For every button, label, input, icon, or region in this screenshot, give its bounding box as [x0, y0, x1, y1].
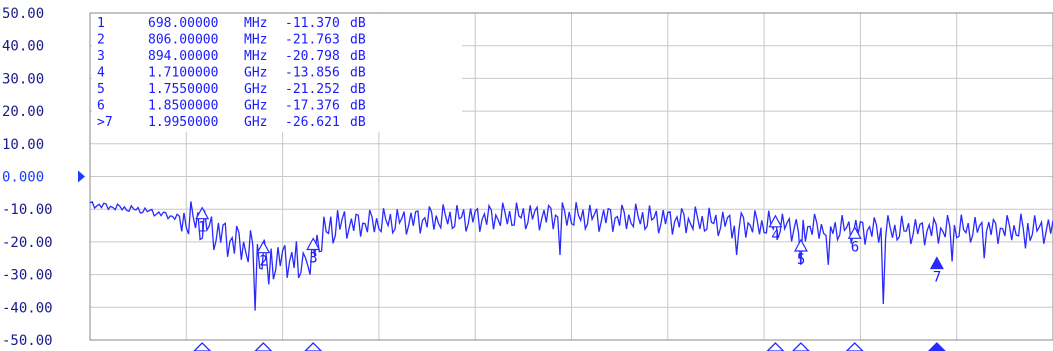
marker-value-unit: dB [350, 66, 366, 81]
marker-value-unit: dB [350, 115, 366, 130]
marker-triangle-icon [793, 238, 808, 252]
marker-id: 5 [97, 82, 105, 97]
marker-number-label: 1 [198, 220, 206, 236]
marker-2-axis-indicator-icon[interactable] [254, 342, 273, 351]
marker-table-row: >7 1.9950000 GHz -26.621 dB [97, 115, 366, 130]
marker-table-row: 6 1.8500000 GHz -17.376 dB [97, 99, 366, 114]
marker-number-label: 5 [797, 252, 805, 268]
marker-frequency-unit: GHz [244, 115, 267, 130]
marker-table-row: 5 1.7550000 GHz -21.252 dB [97, 82, 366, 97]
marker-number-label: 6 [851, 239, 859, 255]
marker-frequency: 806.00000 [148, 33, 218, 48]
y-tick-label: -50.00 [2, 333, 53, 349]
marker-4: 4 [768, 214, 783, 244]
marker-value-unit: dB [350, 49, 366, 64]
marker-id: 6 [97, 99, 105, 114]
y-tick-label: 30.00 [2, 71, 44, 87]
marker-id: 2 [97, 33, 105, 48]
marker-frequency-unit: GHz [244, 66, 267, 81]
marker-6-axis-indicator-icon[interactable] [845, 342, 864, 351]
marker-frequency: 1.9950000 [148, 115, 218, 130]
marker-value: -20.798 [285, 49, 340, 64]
marker-frequency-unit: MHz [244, 49, 267, 64]
marker-7-axis-indicator-icon[interactable] [927, 342, 946, 351]
marker-value-unit: dB [350, 99, 366, 114]
marker-value-unit: dB [350, 82, 366, 97]
marker-value: -13.856 [285, 66, 340, 81]
y-tick-label: -30.00 [2, 268, 53, 284]
y-tick-label-reference: 0.000 [2, 170, 44, 186]
marker-number-label: 2 [259, 254, 267, 270]
marker-frequency: 1.8500000 [148, 99, 218, 114]
marker-readout-table: 1 698.00000 MHz -11.370 dB 2 806.00000 MHz -21.7… [92, 14, 462, 132]
y-tick-label: 10.00 [2, 137, 44, 153]
marker-table-row: 2 806.00000 MHz -21.763 dB [97, 33, 366, 48]
marker-1-axis-indicator-icon[interactable] [193, 342, 212, 351]
marker-triangle-icon [256, 240, 271, 254]
marker-frequency: 1.7100000 [148, 66, 218, 81]
marker-value: -11.370 [285, 16, 340, 31]
marker-table-row: 4 1.7100000 GHz -13.856 dB [97, 66, 366, 81]
y-tick-label: 50.00 [2, 6, 44, 22]
plot-frame [89, 12, 1053, 341]
marker-7: 7 [929, 256, 944, 286]
marker-triangle-icon [306, 237, 321, 251]
marker-id: 3 [97, 49, 105, 64]
reference-level-arrow-icon [78, 170, 85, 183]
marker-3-axis-indicator-icon[interactable] [304, 342, 323, 351]
marker-triangle-icon [929, 256, 944, 270]
marker-value-unit: dB [350, 16, 366, 31]
measurement-trace [89, 201, 1053, 311]
marker-frequency: 698.00000 [148, 16, 218, 31]
marker-value-unit: dB [350, 33, 366, 48]
bottom-marker-indicators[interactable] [193, 342, 946, 351]
marker-triangle-icon [195, 206, 210, 220]
marker-frequency: 894.00000 [148, 49, 218, 64]
marker-1: 1 [195, 206, 210, 236]
marker-id: 1 [97, 16, 105, 31]
marker-id: >7 [97, 115, 113, 130]
marker-value: -21.252 [285, 82, 340, 97]
y-tick-label: 40.00 [2, 39, 44, 55]
marker-table-background [92, 14, 462, 132]
marker-5-axis-indicator-icon[interactable] [792, 342, 810, 351]
marker-3: 3 [306, 237, 321, 267]
y-tick-label: -20.00 [2, 235, 53, 251]
marker-table-row: 3 894.00000 MHz -20.798 dB [97, 49, 366, 64]
y-tick-label: -10.00 [2, 202, 53, 218]
marker-triangle-icon [768, 214, 783, 228]
marker-id: 4 [97, 66, 105, 81]
y-axis-tick-labels: 50.00 40.00 30.00 20.00 10.00 0.000 -10.00 -20.… [2, 6, 53, 349]
y-tick-label: -40.00 [2, 300, 53, 316]
marker-number-label: 7 [933, 270, 941, 286]
marker-triangle-icon [847, 226, 862, 239]
marker-2: 2 [256, 240, 271, 270]
marker-number-label: 3 [309, 251, 317, 267]
marker-value: -17.376 [285, 99, 340, 114]
marker-5: 5 [793, 238, 808, 268]
marker-table-row: 1 698.00000 MHz -11.370 dB [97, 16, 366, 31]
marker-triangles: 1 2 3 4 5 6 7 [195, 206, 944, 286]
marker-6: 6 [847, 226, 862, 255]
marker-frequency: 1.7550000 [148, 82, 218, 97]
marker-frequency-unit: MHz [244, 16, 267, 31]
marker-frequency-unit: GHz [244, 82, 267, 97]
marker-frequency-unit: GHz [244, 99, 267, 114]
marker-4-axis-indicator-icon[interactable] [766, 342, 785, 351]
marker-value: -26.621 [285, 115, 340, 130]
marker-frequency-unit: MHz [244, 33, 267, 48]
marker-value: -21.763 [285, 33, 340, 48]
y-tick-label: 20.00 [2, 104, 44, 120]
marker-number-label: 4 [771, 228, 779, 244]
